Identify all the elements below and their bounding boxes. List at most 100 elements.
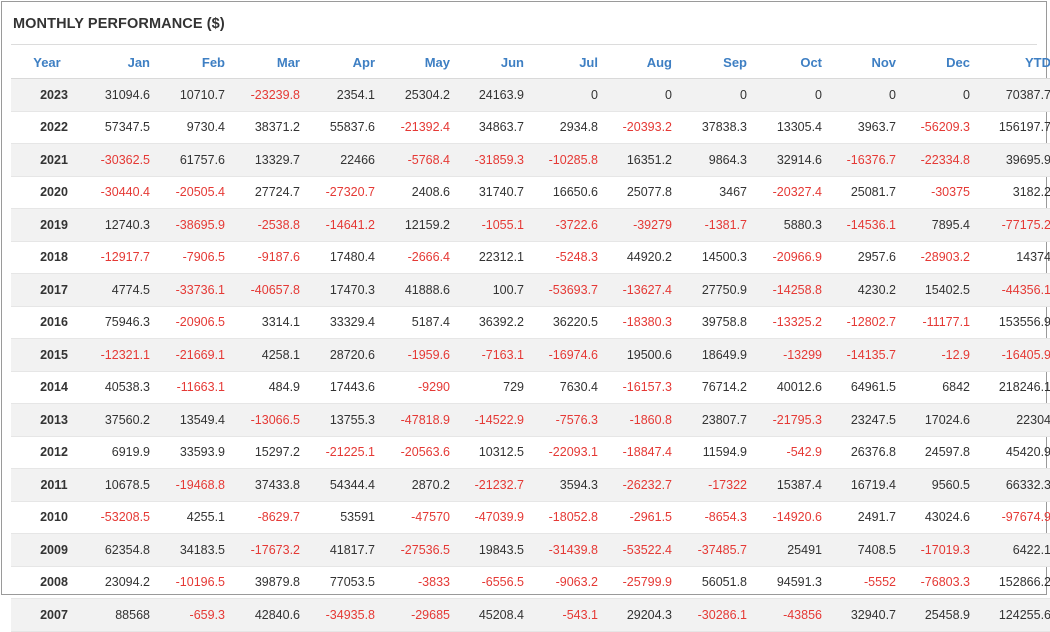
- year-cell: 2017: [11, 273, 83, 307]
- value-cell-mar: 27724.7: [233, 176, 308, 209]
- value-cell-oct: 32914.6: [755, 143, 830, 177]
- value-cell-sep: 3467: [680, 176, 755, 209]
- column-header-oct[interactable]: Oct: [755, 46, 830, 79]
- year-cell: 2010: [11, 501, 83, 534]
- value-cell-jan: 88568: [83, 598, 158, 632]
- year-cell: 2019: [11, 208, 83, 242]
- value-cell-nov: 4230.2: [830, 273, 904, 307]
- value-cell-nov: -16376.7: [830, 143, 904, 177]
- value-cell-jun: 34863.7: [458, 111, 532, 144]
- value-cell-mar: 13329.7: [233, 143, 308, 177]
- column-header-year[interactable]: Year: [11, 46, 83, 79]
- value-cell-apr: -27320.7: [308, 176, 383, 209]
- value-cell-apr: 13755.3: [308, 403, 383, 437]
- value-cell-apr: 54344.4: [308, 468, 383, 502]
- value-cell-mar: -2538.8: [233, 208, 308, 242]
- column-header-apr[interactable]: Apr: [308, 46, 383, 79]
- value-cell-may: -5768.4: [383, 143, 458, 177]
- column-header-mar[interactable]: Mar: [233, 46, 308, 79]
- value-cell-jul: -9063.2: [532, 566, 606, 599]
- table-row: 2016 75946.3 -20906.5 3314.1 33329.4 5187.4 36…: [11, 306, 1050, 339]
- value-cell-feb: 33593.9: [158, 436, 233, 469]
- value-cell-feb: -38695.9: [158, 208, 233, 242]
- table-row: 2010 -53208.5 4255.1 -8629.7 53591 -47570 -470…: [11, 501, 1050, 534]
- value-cell-may: -3833: [383, 566, 458, 599]
- value-cell-ytd: 218246.1: [978, 371, 1050, 404]
- value-cell-aug: 44920.2: [606, 241, 680, 274]
- value-cell-dec: -22334.8: [904, 143, 978, 177]
- value-cell-aug: -16157.3: [606, 371, 680, 404]
- table-row: 2022 57347.5 9730.4 38371.2 55837.6 -21392.4 3…: [11, 111, 1050, 144]
- column-header-dec[interactable]: Dec: [904, 46, 978, 79]
- value-cell-jul: 2934.8: [532, 111, 606, 144]
- value-cell-jan: -12321.1: [83, 338, 158, 372]
- value-cell-sep: 56051.8: [680, 566, 755, 599]
- value-cell-may: -47818.9: [383, 403, 458, 437]
- value-cell-apr: 17480.4: [308, 241, 383, 274]
- value-cell-oct: 13305.4: [755, 111, 830, 144]
- value-cell-may: -20563.6: [383, 436, 458, 469]
- column-header-feb[interactable]: Feb: [158, 46, 233, 79]
- value-cell-dec: 9560.5: [904, 468, 978, 502]
- value-cell-dec: -28903.2: [904, 241, 978, 274]
- column-header-jan[interactable]: Jan: [83, 46, 158, 79]
- value-cell-dec: -56209.3: [904, 111, 978, 144]
- value-cell-dec: -76803.3: [904, 566, 978, 599]
- value-cell-feb: 4255.1: [158, 501, 233, 534]
- value-cell-jul: 3594.3: [532, 468, 606, 502]
- value-cell-aug: -26232.7: [606, 468, 680, 502]
- value-cell-jun: -6556.5: [458, 566, 532, 599]
- value-cell-jan: 12740.3: [83, 208, 158, 242]
- value-cell-ytd: 22304: [978, 403, 1050, 437]
- value-cell-jul: 0: [532, 78, 606, 112]
- value-cell-jan: -30362.5: [83, 143, 158, 177]
- column-header-aug[interactable]: Aug: [606, 46, 680, 79]
- value-cell-apr: 17470.3: [308, 273, 383, 307]
- table-row: 2012 6919.9 33593.9 15297.2 -21225.1 -20563.6…: [11, 436, 1050, 469]
- value-cell-apr: 33329.4: [308, 306, 383, 339]
- value-cell-sep: -8654.3: [680, 501, 755, 534]
- value-cell-oct: 25491: [755, 533, 830, 567]
- value-cell-jan: 57347.5: [83, 111, 158, 144]
- year-cell: 2009: [11, 533, 83, 567]
- year-cell: 2018: [11, 241, 83, 274]
- value-cell-feb: 34183.5: [158, 533, 233, 567]
- column-header-jun[interactable]: Jun: [458, 46, 532, 79]
- value-cell-apr: -34935.8: [308, 598, 383, 632]
- column-header-ytd[interactable]: YTD: [978, 46, 1050, 79]
- value-cell-ytd: 152866.2: [978, 566, 1050, 599]
- value-cell-ytd: -77175.2: [978, 208, 1050, 242]
- value-cell-feb: 61757.6: [158, 143, 233, 177]
- column-header-nov[interactable]: Nov: [830, 46, 904, 79]
- value-cell-ytd: 45420.9: [978, 436, 1050, 469]
- value-cell-dec: -11177.1: [904, 306, 978, 339]
- column-header-jul[interactable]: Jul: [532, 46, 606, 79]
- value-cell-ytd: 39695.9: [978, 143, 1050, 177]
- year-cell: 2014: [11, 371, 83, 404]
- value-cell-sep: 14500.3: [680, 241, 755, 274]
- value-cell-ytd: -44356.1: [978, 273, 1050, 307]
- value-cell-oct: 0: [755, 78, 830, 112]
- value-cell-aug: -25799.9: [606, 566, 680, 599]
- value-cell-may: 12159.2: [383, 208, 458, 242]
- column-header-sep[interactable]: Sep: [680, 46, 755, 79]
- year-cell: 2021: [11, 143, 83, 177]
- column-header-may[interactable]: May: [383, 46, 458, 79]
- value-cell-jul: -16974.6: [532, 338, 606, 372]
- value-cell-feb: -19468.8: [158, 468, 233, 502]
- value-cell-dec: 43024.6: [904, 501, 978, 534]
- value-cell-may: -9290: [383, 371, 458, 404]
- value-cell-jul: -7576.3: [532, 403, 606, 437]
- value-cell-oct: 15387.4: [755, 468, 830, 502]
- value-cell-jun: 22312.1: [458, 241, 532, 274]
- value-cell-jul: 7630.4: [532, 371, 606, 404]
- year-cell: 2023: [11, 78, 83, 112]
- value-cell-jun: 100.7: [458, 273, 532, 307]
- value-cell-mar: 15297.2: [233, 436, 308, 469]
- value-cell-mar: 42840.6: [233, 598, 308, 632]
- value-cell-mar: 4258.1: [233, 338, 308, 372]
- value-cell-ytd: -16405.9: [978, 338, 1050, 372]
- value-cell-nov: -14135.7: [830, 338, 904, 372]
- performance-table: Year Jan Feb Mar Apr May Jun Jul Aug Sep Oct Nov Dec…: [11, 46, 1050, 632]
- value-cell-nov: -12802.7: [830, 306, 904, 339]
